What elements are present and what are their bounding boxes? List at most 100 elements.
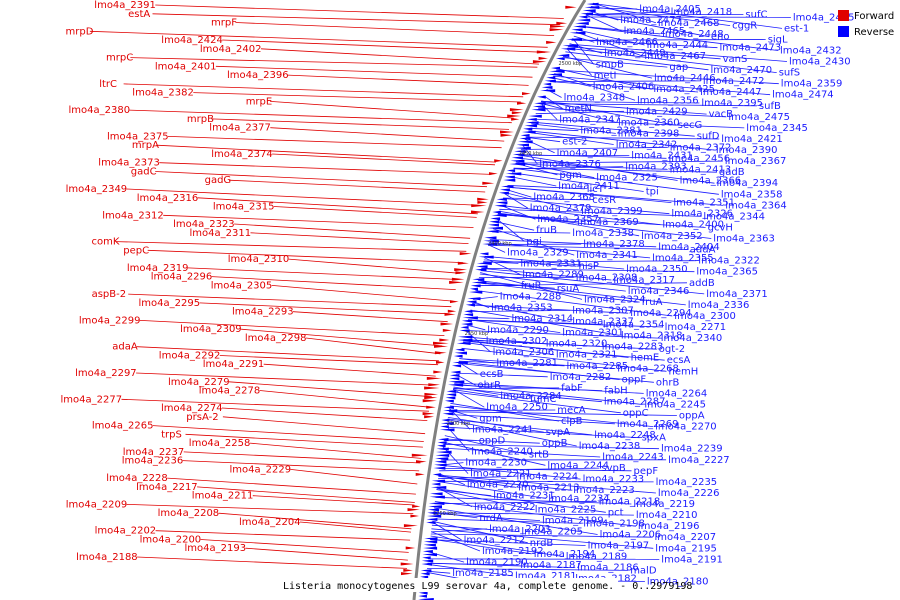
reverse-connector [438,475,572,491]
reverse-gene-label: lmo4a_2329 [507,247,569,258]
reverse-feature [573,25,586,29]
reverse-gene-label: lmo4a_2405 [639,4,701,15]
reverse-connector [454,382,644,394]
reverse-gene-label: lmo4a_2300 [674,311,736,322]
forward-feature [439,338,450,342]
reverse-gene-label: lmo4a_2207 [655,532,717,543]
forward-gene-label: lmo4a_2229 [230,464,292,475]
reverse-feature [464,310,473,313]
reverse-gene-label: srtB [529,449,549,460]
reverse-gene-label: lmo4a_2368 [533,192,595,203]
reverse-feature [498,191,509,195]
reverse-gene-label: lmo4a_2212 [464,535,526,546]
reverse-connector [513,167,719,195]
reverse-feature [444,399,454,403]
reverse-gene-label: lmo4a_2234 [548,494,610,505]
forward-gene-label: lmo4a_2279 [168,377,230,388]
reverse-gene-label: lmo4a_2231 [493,491,555,502]
reverse-feature [438,438,449,441]
reverse-connector [430,533,653,538]
reverse-gene-label: lmo4a_2302 [486,336,548,347]
reverse-gene-label: fumC [530,394,557,405]
reverse-feature [506,169,516,173]
reverse-feature [479,252,489,256]
reverse-gene-label: lmo4a_2271 [665,322,727,333]
reverse-connector [437,480,654,483]
reverse-gene-label: lmo4a_2340 [661,333,723,344]
reverse-gene-label: lmo4a_2301 [562,328,624,339]
reverse-gene-label: lmo4a_2367 [725,156,787,167]
forward-connector [259,390,430,408]
reverse-gene-label: lmo4a_2283 [602,341,664,352]
reverse-gene-label: lmo4a_2190 [466,557,528,568]
reverse-connector [447,419,577,447]
reverse-gene-label: lmo4a_2358 [721,189,783,200]
forward-gene-label: gadG [205,175,232,186]
forward-connector [221,407,428,421]
forward-gene-label: mrpC [106,53,133,64]
legend: Forward Reverse [838,10,894,38]
reverse-gene-label: oppC [623,408,649,419]
reverse-connector [436,486,473,508]
reverse-connector [458,363,654,383]
reverse-feature [486,230,499,233]
reverse-feature [426,521,436,525]
reverse-gene-label: gpm [479,413,501,424]
forward-feature [422,399,437,403]
reverse-feature [470,284,481,288]
reverse-gene-label: lmo4a_2467 [644,51,706,62]
reverse-feature [446,390,456,393]
forward-gene-label: mrpD [66,26,94,37]
reverse-connector [567,47,777,73]
reverse-feature [457,338,473,342]
forward-connector [155,530,411,541]
reverse-gene-label: lmo4a_2354 [603,319,665,330]
reverse-feature [569,31,586,35]
reverse-connector [550,81,699,93]
reverse-connector [427,562,576,568]
reverse-feature [418,591,428,595]
forward-feature [426,376,442,380]
forward-gene-label: lmo4a_2375 [107,131,169,142]
reverse-gene-label: lmo4a_2233 [583,474,645,485]
reverse-feature [483,239,499,243]
forward-connector [129,109,512,124]
forward-gene-label: lmo4a_2377 [209,123,271,134]
reverse-connector [592,2,657,24]
reverse-gene-label: lmo4a_2199 [542,516,604,527]
reverse-feature [430,492,443,496]
forward-connector [199,302,450,315]
reverse-gene-label: lmo4a_2218 [599,496,661,507]
forward-feature [410,514,419,518]
reverse-gene-label: sufB [759,101,781,112]
forward-connector [299,521,412,533]
reverse-gene-label: ohrB [656,377,680,388]
reverse-feature [566,38,582,41]
reverse-feature [496,198,507,201]
reverse-feature [423,540,438,544]
forward-connector [167,136,502,149]
reverse-connector [562,57,668,68]
reverse-feature [487,226,503,230]
reverse-feature [488,223,499,227]
reverse-connector [466,324,486,331]
reverse-connector [468,319,601,325]
reverse-connector [483,260,697,263]
reverse-connector [434,507,598,535]
forward-gene-label: ltrC [99,79,117,90]
forward-connector [215,65,533,78]
genome-backbone [412,0,587,600]
reverse-connector [586,12,709,38]
reverse-connector [430,539,586,546]
reverse-gene-label: lmo4a_2284 [500,391,562,402]
forward-feature [434,351,447,355]
reverse-gene-label: oppF [622,375,647,386]
reverse-feature [546,76,556,80]
reverse-gene-label: lmo4a_2235 [656,477,718,488]
reverse-feature [424,537,438,541]
reverse-gene-label: secG [678,120,703,131]
reverse-gene-label: lmo4a_2203 [489,524,551,535]
forward-feature [536,50,552,54]
reverse-connector [443,441,546,466]
forward-connector [182,460,420,472]
